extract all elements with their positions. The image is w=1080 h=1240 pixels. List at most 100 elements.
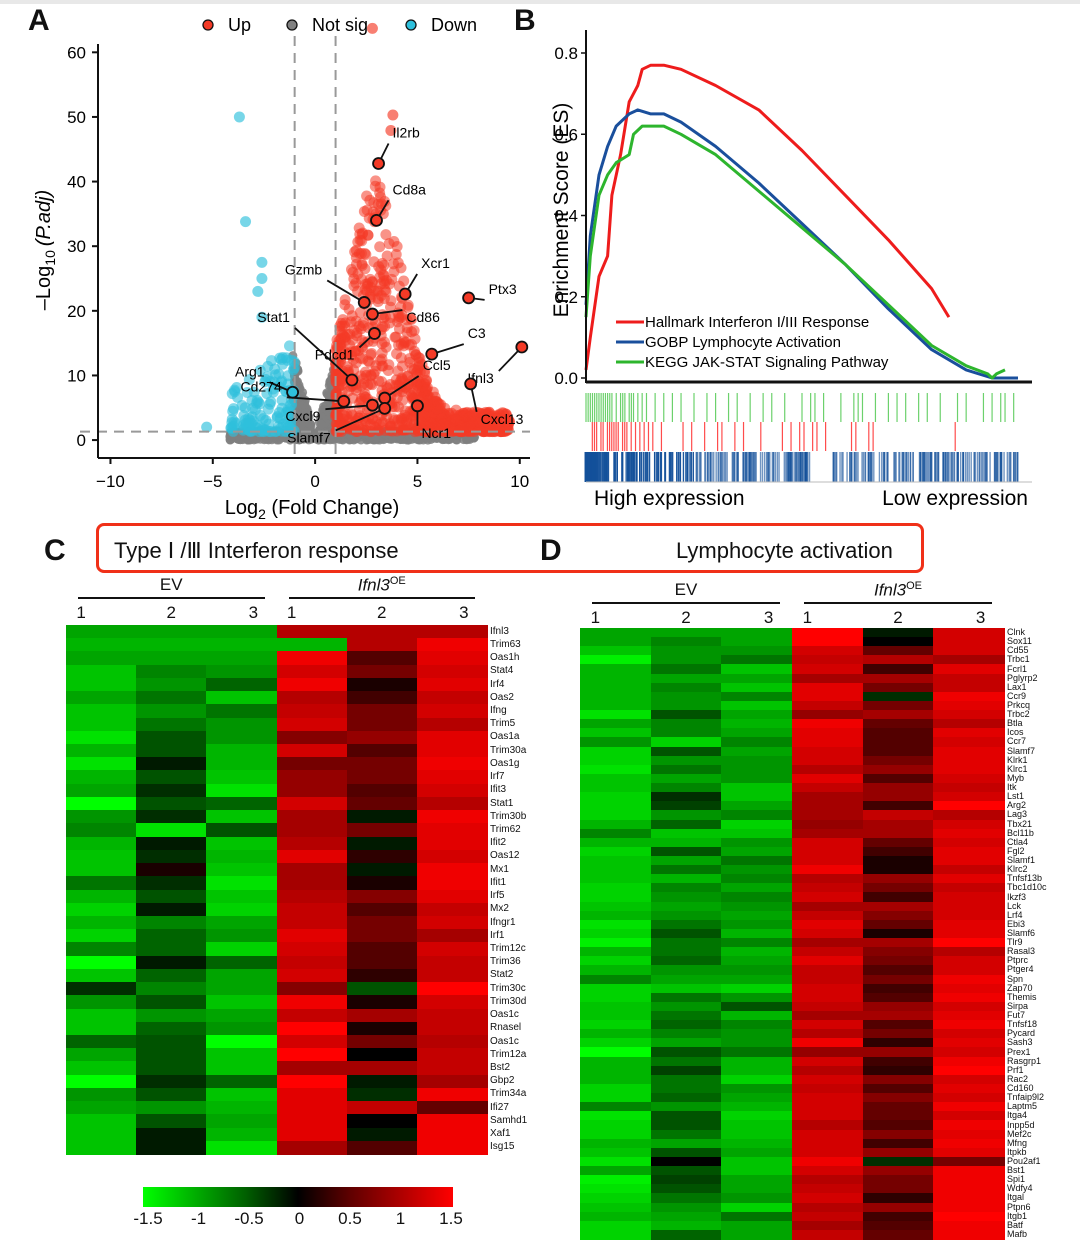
heatmap-cell [206,810,278,824]
heatmap-cell [862,1229,934,1240]
heatmap-cell [66,1048,137,1062]
heatmap-cell [416,625,488,639]
point-up [355,248,367,260]
heatmap-cell [276,942,348,957]
gene-label: Oas1c [490,1035,519,1047]
volcano-x-axis-label: Log2 (Fold Change) [225,497,400,520]
heatmap-cell [416,823,488,838]
heatmap-cell [346,1140,418,1155]
heatmap-cell [346,876,418,891]
heatmap-cell [136,995,207,1010]
heatmap-cell [276,1101,348,1115]
heatmap-cell [136,915,207,930]
heatmap-cell [580,1229,652,1240]
x-tick-label: −5 [203,472,222,491]
heatmap-cell [276,783,348,798]
gene-label: Trim30a [490,744,527,756]
heatmap-cell [276,677,348,692]
point-up [369,365,381,377]
heatmap-cell [346,677,418,692]
heatmap-cell [416,638,488,653]
heatmap-cell [416,796,488,811]
gene-label: Irf7 [490,771,505,783]
group-bracket-line [592,602,780,604]
point-up [370,175,382,187]
point-not-sig [301,408,311,418]
heatmap-cell [66,770,137,785]
heatmap-cell [136,796,207,811]
point-down [274,352,286,364]
point-up [374,241,386,253]
heatmap-cell [66,677,137,692]
heatmap-cell [66,783,137,798]
heatmap-cell [136,638,207,653]
heatmap-cell [136,1061,207,1076]
point-down [282,370,294,382]
heatmap-cell [346,849,418,864]
heatmap-cell [416,863,488,877]
heatmap-cell [206,783,278,798]
heatmap-cell [206,902,278,917]
heatmap-cell [66,651,137,666]
point-down [241,386,253,398]
heatmap-cell [136,704,207,719]
gene-point-stat1 [345,373,359,387]
y-tick-label: 0 [77,431,86,450]
gene-label-slamf7: Slamf7 [287,429,331,445]
heatmap-c [66,625,488,1155]
heatmap-cell [416,1034,488,1049]
point-up [374,355,386,367]
heatmap-cell [416,1061,488,1076]
heatmap-cell [416,664,488,679]
heatmap-cell [416,968,488,983]
heatmap-cell [66,902,137,917]
gene-label: Mafb [1007,1228,1028,1239]
point-up [393,313,405,325]
heatmap-cell [346,625,418,639]
y-tick-label: 40 [67,173,86,192]
gene-label-arg1: Arg1 [235,363,265,379]
heatmap-cell [136,929,207,943]
heatmap-cell [416,783,488,798]
heatmap-cell [416,915,488,930]
heatmap-cell [276,730,348,745]
heatmap-cell [416,995,488,1010]
gene-label-cxcl13: Cxcl13 [481,411,524,427]
point-up [390,249,402,261]
gene-point-ifnl3 [515,340,529,354]
heatmap-cell [346,982,418,996]
heatmap-cell [206,1074,278,1089]
heatmap-cell [346,1061,418,1076]
heatmap-cell [416,1114,488,1129]
point-down [240,216,252,228]
gene-label: Irf1 [490,929,505,941]
gsea-low-expression-label: Low expression [882,487,1028,510]
heatmap-cell [206,836,278,851]
gsea-rug-plot [584,393,1032,483]
gene-point-xcr1 [398,287,412,301]
heatmap-cell [276,691,348,705]
heatmap-color-scale-bar [143,1187,453,1207]
gene-label-ccl5: Ccl5 [423,357,451,373]
legend-label: Up [228,15,251,35]
group-name: Ifnl3 [873,580,907,600]
y-tick-label: 30 [67,237,86,256]
heatmap-cell [416,704,488,719]
point-not-sig [322,389,332,399]
point-up [339,294,351,306]
heatmap-cell [206,1101,278,1115]
y-tick-label: 50 [67,108,86,127]
point-down [273,368,285,380]
heatmap-cell [416,770,488,785]
heatmap-cell [276,1048,348,1062]
heatmap-d-title: Lymphocyte activation [676,538,893,563]
column-label: 3 [975,608,986,627]
heatmap-cell [276,757,348,772]
heatmap-cell [416,1074,488,1089]
heatmap-cell [66,929,137,943]
gene-label: Stat1 [490,797,514,809]
heatmap-cell [416,730,488,745]
heatmap-cell [66,889,137,904]
point-up [398,275,410,287]
heatmap-cell [276,625,348,639]
